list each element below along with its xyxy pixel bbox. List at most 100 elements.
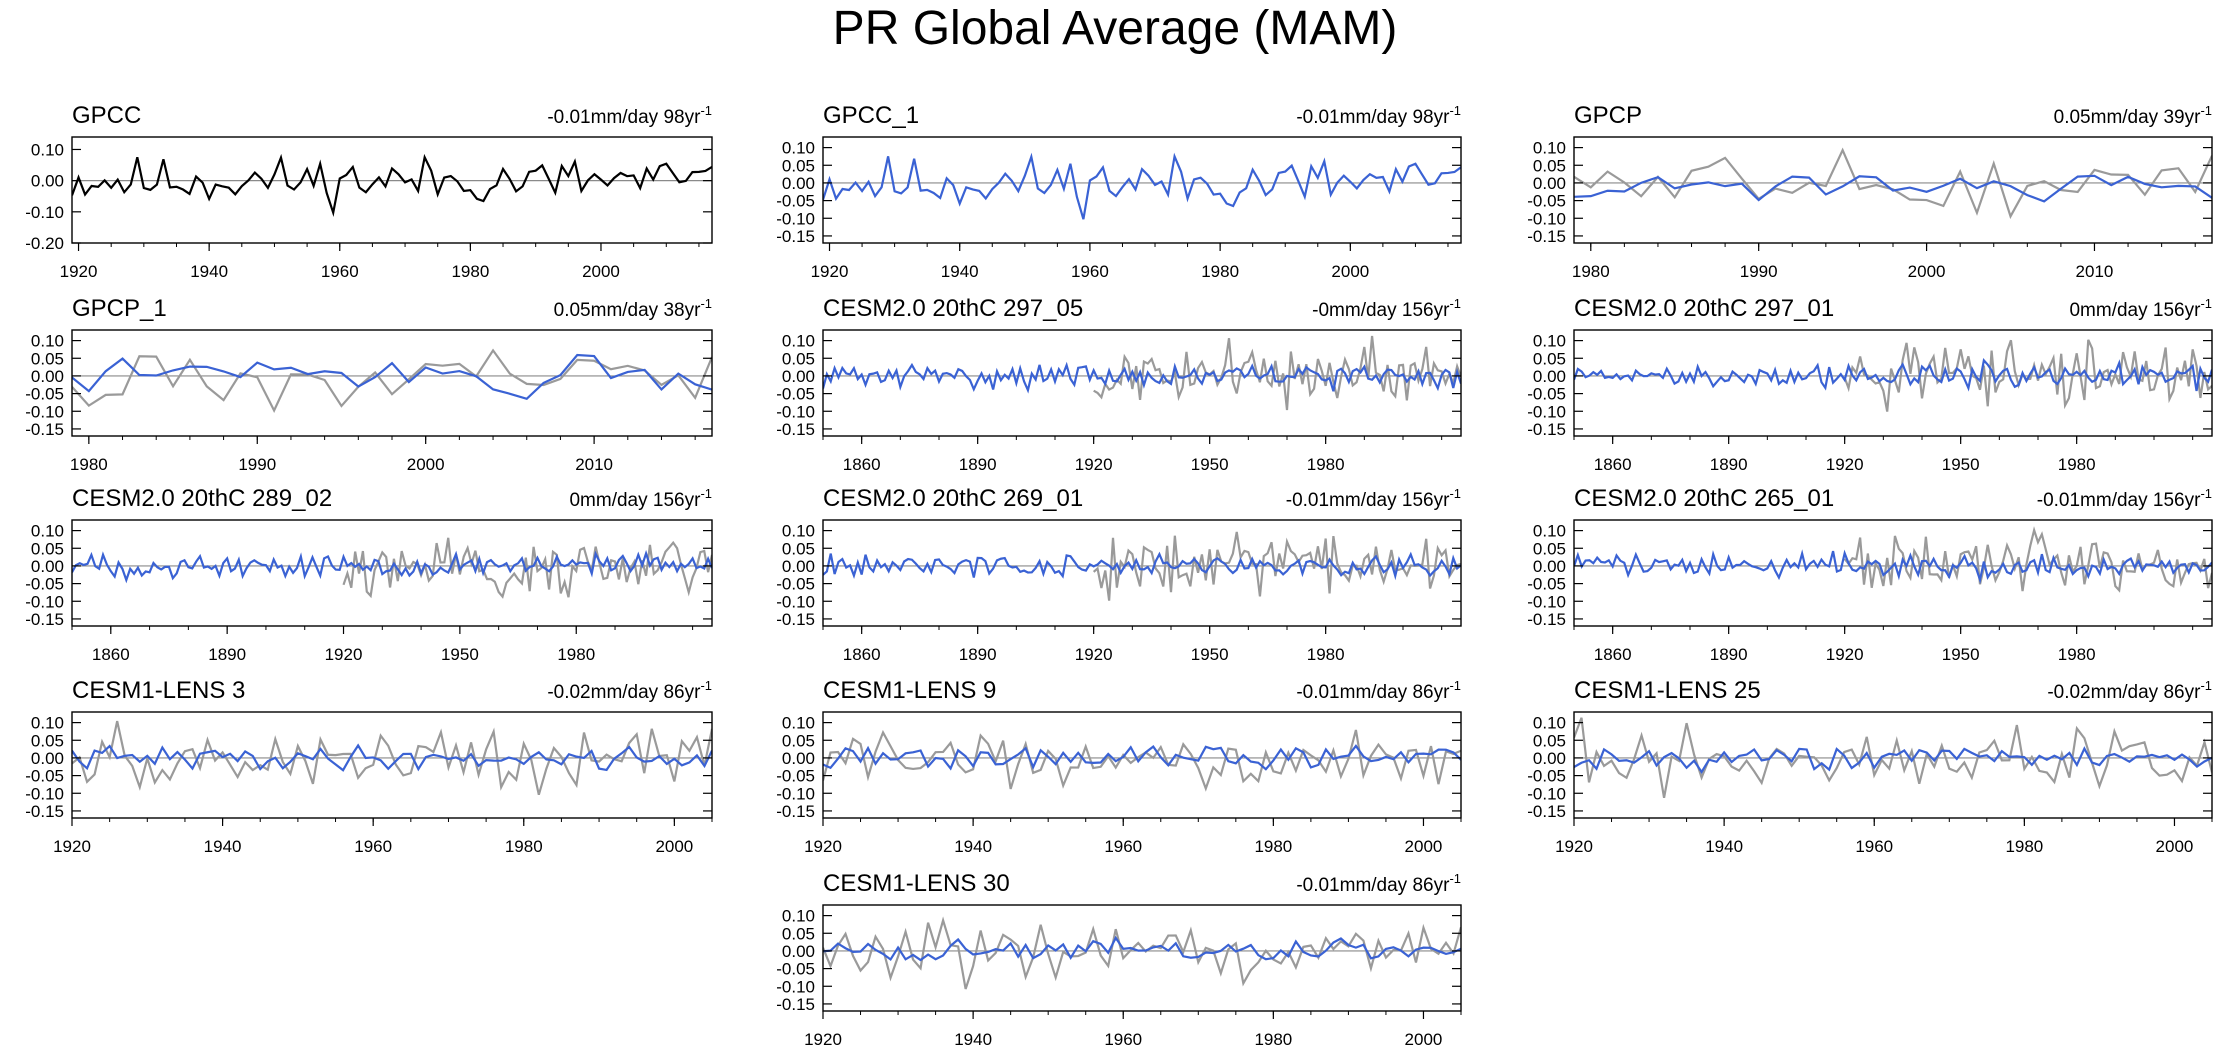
x-tick-label: 2000 [582,262,620,281]
x-tick-label: 1920 [325,645,363,664]
trend-exponent: -1 [700,296,712,311]
panel-12: CESM1-LENS 25 -0.02mm/day 86yr-1 -0.15-0.1… [1527,677,2213,856]
x-tick-label: 1940 [954,837,992,856]
y-tick-label: 0.10 [782,907,815,926]
model-series-line [823,744,1461,771]
y-tick-label: 0.05 [1533,731,1566,750]
x-tick-label: 1960 [1855,837,1893,856]
panel-2: GPCC_1 -0.01mm/day 98yr-1-0.15-0.10-0.050… [776,102,1462,281]
x-tick-label: 1980 [70,455,108,474]
y-tick-label: -0.05 [25,767,64,786]
trend-label: 0mm/day 156yr-1 [2069,296,2212,321]
trend-exponent: -1 [2200,103,2212,118]
x-tick-label: 1960 [1104,837,1142,856]
y-tick-label: 0.10 [782,332,815,351]
x-tick-label: 1980 [1201,262,1239,281]
x-tick-label: 1890 [1710,455,1748,474]
x-tick-label: 1950 [1191,645,1229,664]
obs-series-line [1093,335,1461,411]
model-series-line [72,153,712,218]
series-group [72,153,712,218]
y-tick-label: 0.00 [31,557,64,576]
trend-exponent: -1 [1449,103,1461,118]
x-tick-label: 1890 [959,645,997,664]
plot-frame [1573,329,2213,437]
y-tick-label: 0.05 [782,156,815,175]
y-tick-label: 0.10 [782,714,815,733]
trend-exponent: -1 [700,486,712,501]
panel-title: CESM1-LENS 3 [72,677,245,704]
y-tick-label: 0.05 [31,539,64,558]
y-tick-label: 0.10 [1533,332,1566,351]
panel-5: CESM2.0 20thC 297_05 -0mm/day 156yr-1 -0.1… [776,295,1462,474]
trend-label: -0.01mm/day 156yr-1 [1286,486,1461,511]
y-tick-label: -0.10 [776,592,815,611]
y-tick-label: -0.10 [1527,784,1566,803]
x-tick-label: 1980 [1307,455,1345,474]
x-tick-label: 1960 [1104,1030,1142,1049]
y-tick-label: -0.10 [776,977,815,996]
y-tick-label: -0.05 [776,575,815,594]
trend-label: 0.05mm/day 38yr-1 [554,296,712,321]
panel-title: CESM1-LENS 30 [823,870,1010,897]
panel-title: CESM2.0 20thC 289_02 [72,485,332,512]
panel-1: GPCC -0.01mm/day 98yr-1 -0.20 -0.10 0.00 0.10… [25,102,713,281]
plot-frame [822,519,1462,627]
x-tick-label: 1960 [1071,262,1109,281]
x-tick-label: 1920 [804,1030,842,1049]
x-tick-label: 2000 [1405,1030,1443,1049]
x-tick-label: 1890 [959,455,997,474]
panel-title: CESM2.0 20thC 297_01 [1574,295,1834,322]
model-series-line [823,361,1461,394]
x-tick-label: 1940 [954,1030,992,1049]
y-tick-label: -0.10 [776,402,815,421]
panel-title: GPCC [72,102,141,129]
y-tick-label: 0.10 [782,139,815,158]
y-tick-label: 0.10 [782,522,815,541]
y-tick-label: -0.10 [1527,592,1566,611]
series-group [823,531,1461,601]
x-tick-label: 2010 [575,455,613,474]
y-tick-label: 0.05 [782,349,815,368]
y-tick-label: -0.05 [25,575,64,594]
model-series-line [72,549,712,584]
plot-frame [822,136,1462,244]
y-tick-label: 0.05 [31,731,64,750]
obs-series-line [823,729,1461,792]
x-tick-label: 1860 [843,455,881,474]
y-tick-label: 0.05 [782,539,815,558]
x-tick-label: 2000 [407,455,445,474]
series-group [72,537,712,599]
panel-13: CESM1-LENS 30 -0.01mm/day 86yr-1 -0.15-0.1… [776,870,1462,1049]
panel-7: CESM2.0 20thC 289_02 0mm/day 156yr-1 -0.15… [25,485,713,664]
y-tick-label: -0.15 [1527,802,1566,821]
x-tick-label: 2000 [1331,262,1369,281]
x-tick-label: 1980 [451,262,489,281]
y-tick-label: -0.05 [776,960,815,979]
obs-series-line [342,537,712,599]
y-tick-label: -0.15 [25,610,64,629]
page-title: PR Global Average (MAM) [833,2,1398,55]
trend-exponent: -1 [700,103,712,118]
panel-9: CESM2.0 20thC 265_01 -0.01mm/day 156yr-1-… [1527,485,2213,664]
series-group [72,348,712,413]
model-series-line [1574,358,2212,392]
trend-label: 0.05mm/day 39yr-1 [2054,103,2212,128]
trend-label: -0.01mm/day 156yr-1 [2037,486,2212,511]
y-tick-label: 0.05 [782,924,815,943]
obs-series-line [72,720,712,796]
trend-label: -0mm/day 156yr-1 [1312,296,1461,321]
y-tick-label: 0.10 [1533,139,1566,158]
trend-exponent: -1 [1449,871,1461,886]
x-tick-label: 1860 [1594,455,1632,474]
x-tick-label: 1980 [1572,262,1610,281]
y-tick-label: -0.05 [776,767,815,786]
y-tick-label: -0.15 [1527,420,1566,439]
model-series-line [823,551,1461,581]
plot-frame [71,711,713,819]
trend-label: -0.01mm/day 98yr-1 [547,103,712,128]
model-series-line [72,743,712,772]
x-tick-label: 1940 [941,262,979,281]
y-tick-label: -0.05 [25,385,64,404]
